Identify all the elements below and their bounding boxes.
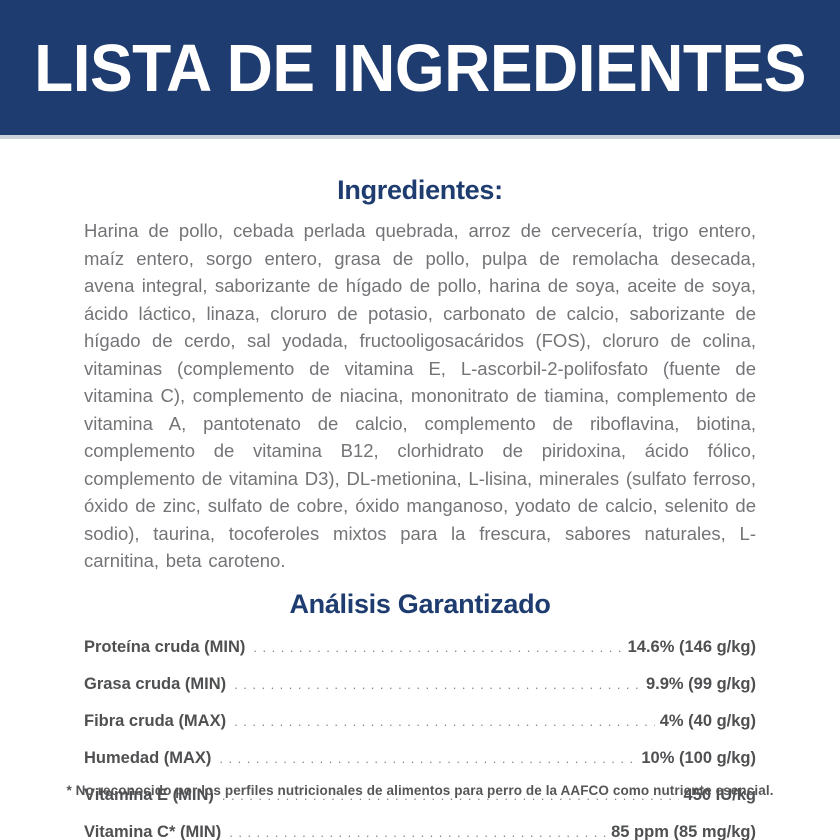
table-row: Vitamina C* (MIN) 85 ppm (85 mg/kg) [84, 823, 756, 840]
aafco-footnote: * No reconocido por los perfiles nutrici… [66, 783, 774, 798]
nutrient-value: 85 ppm (85 mg/kg) [611, 822, 756, 840]
nutrient-value: 10% (100 g/kg) [641, 748, 756, 767]
header-band: LISTA DE INGREDIENTES [0, 0, 840, 139]
nutrient-label: Humedad (MAX) [84, 748, 212, 767]
dotted-leader [219, 751, 636, 766]
guaranteed-analysis-heading: Análisis Garantizado [289, 588, 551, 619]
ingredients-paragraph: Harina de pollo, cebada perlada quebrada… [84, 220, 756, 571]
guaranteed-analysis-table: Proteína cruda (MIN) 14.6% (146 g/kg) Gr… [84, 638, 756, 840]
ingredients-heading: Ingredientes: [337, 175, 503, 205]
nutrient-label: Vitamina E (MIN) [84, 785, 214, 804]
dotted-leader [229, 825, 606, 840]
table-row: Fibra cruda (MAX) 4% (40 g/kg) [84, 712, 756, 749]
nutrient-value: 450 IU/kg [683, 785, 756, 804]
table-row: Proteína cruda (MIN) 14.6% (146 g/kg) [84, 638, 756, 675]
nutrient-label: Grasa cruda (MIN) [84, 674, 227, 693]
nutrient-value: 9.9% (99 g/kg) [645, 674, 756, 693]
nutrient-label: Proteína cruda (MIN) [84, 637, 246, 656]
label-content: Ingredientes: Harina de pollo, cebada pe… [0, 175, 840, 840]
dotted-leader [234, 714, 655, 729]
nutrient-value: 14.6% (146 g/kg) [627, 637, 756, 656]
nutrient-label: Vitamina C* (MIN) [84, 822, 222, 840]
table-row: Humedad (MAX) 10% (100 g/kg) [84, 749, 756, 786]
nutrient-label: Fibra cruda (MAX) [84, 711, 227, 730]
dotted-leader [253, 640, 622, 655]
nutrient-value: 4% (40 g/kg) [659, 711, 756, 730]
table-row: Vitamina E (MIN) 450 IU/kg [84, 786, 756, 823]
dotted-leader [234, 677, 641, 692]
page-title: LISTA DE INGREDIENTES [34, 30, 806, 105]
table-row: Grasa cruda (MIN) 9.9% (99 g/kg) [84, 675, 756, 712]
